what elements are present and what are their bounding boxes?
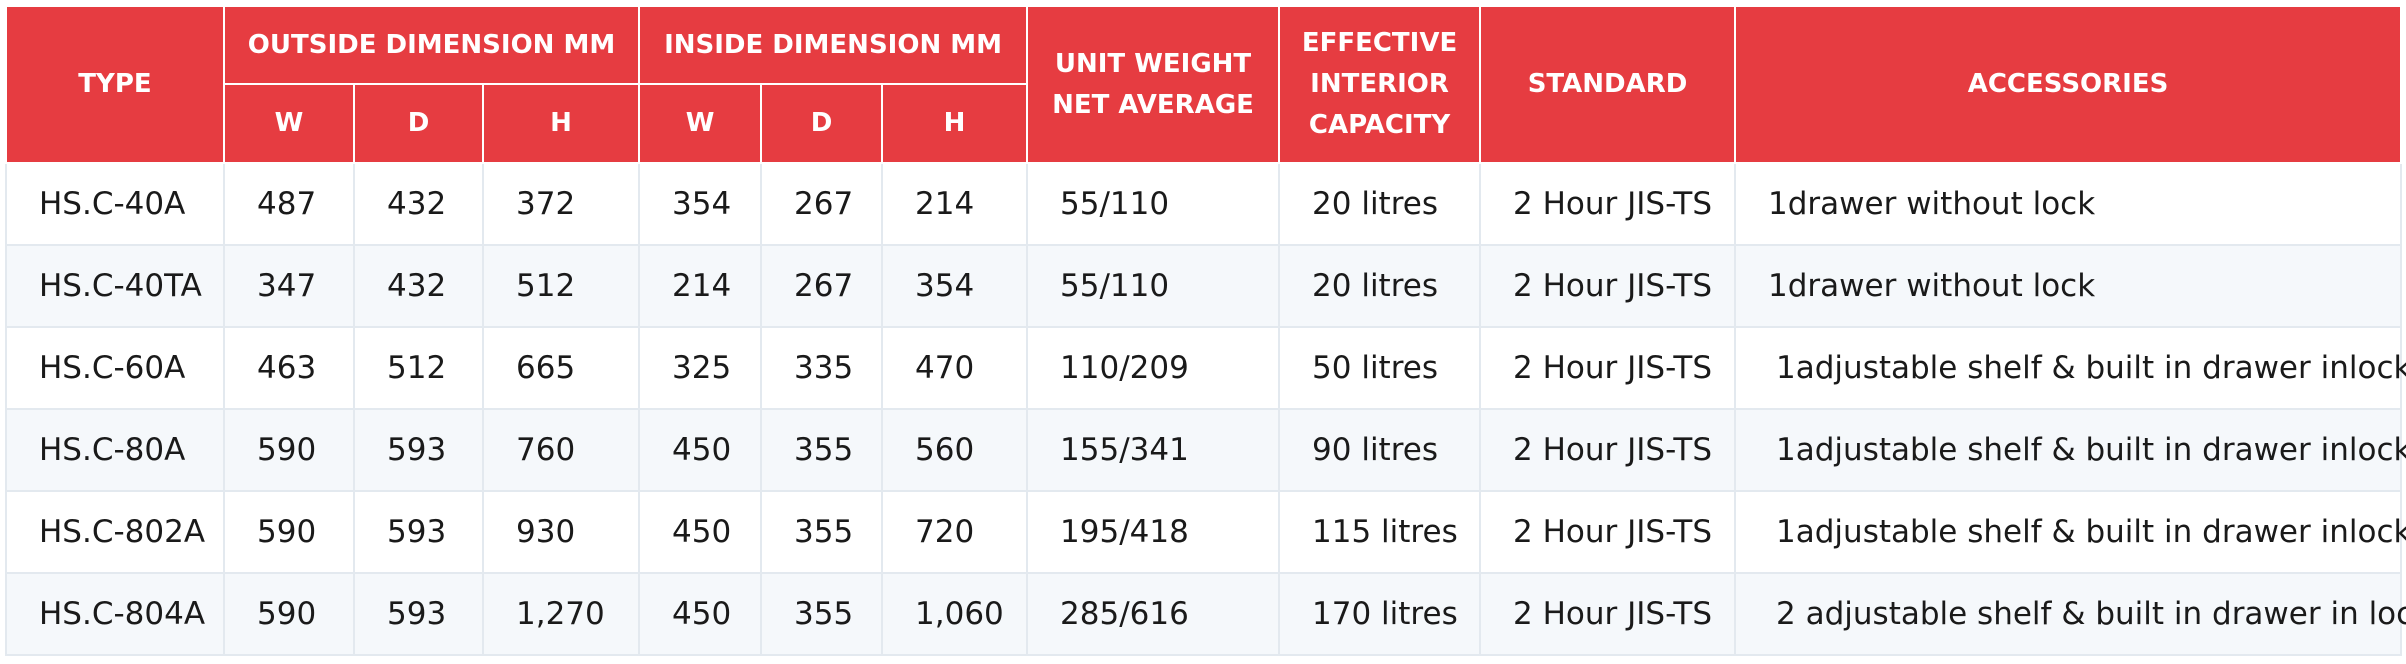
cell-type: HS.C-40A xyxy=(5,162,225,246)
cell-outside-w: 347 xyxy=(223,244,355,328)
cell-outside-w: 487 xyxy=(223,162,355,246)
cell-standard: 2 Hour JIS-TS xyxy=(1479,326,1737,410)
cell-type: HS.C-804A xyxy=(5,572,225,656)
cell-inside-w: 325 xyxy=(638,326,763,410)
header-type: TYPE xyxy=(5,5,225,164)
cell-inside-w: 450 xyxy=(638,572,763,656)
cell-standard: 2 Hour JIS-TS xyxy=(1479,244,1737,328)
cell-outside-h: 665 xyxy=(481,326,641,410)
cell-standard: 2 Hour JIS-TS xyxy=(1479,162,1737,246)
header-inside-w: W xyxy=(638,83,763,164)
cell-outside-d: 432 xyxy=(353,244,484,328)
cell-inside-h: 720 xyxy=(881,490,1029,574)
header-inside-dimension: INSIDE DIMENSION MM xyxy=(638,5,1029,85)
cell-accessories: 2 adjustable shelf & built in drawer in … xyxy=(1734,572,2406,656)
cell-accessories: 1adjustable shelf & built in drawer inlo… xyxy=(1734,408,2406,492)
table-row: HS.C-80A 590 593 760 450 355 560 155/341… xyxy=(5,408,2406,492)
cell-capacity: 170 litres xyxy=(1278,572,1482,656)
cell-accessories: 1adjustable shelf & built in drawer inlo… xyxy=(1734,490,2406,574)
table-row: HS.C-40TA 347 432 512 214 267 354 55/110… xyxy=(5,244,2403,328)
table-body: HS.C-40A 487 432 372 354 267 214 55/110 … xyxy=(5,162,2406,656)
cell-inside-d: 335 xyxy=(760,326,884,410)
header-outside-w: W xyxy=(223,83,355,164)
header-outside-h: H xyxy=(481,83,641,164)
cell-capacity: 90 litres xyxy=(1278,408,1482,492)
cell-type: HS.C-60A xyxy=(5,326,225,410)
cell-accessories: 1drawer without lock xyxy=(1734,162,2403,246)
table-row: HS.C-60A 463 512 665 325 335 470 110/209… xyxy=(5,326,2406,410)
cell-inside-d: 355 xyxy=(760,408,884,492)
cell-unit-weight: 285/616 xyxy=(1026,572,1281,656)
cell-inside-w: 214 xyxy=(638,244,763,328)
header-outside-dimension: OUTSIDE DIMENSION MM xyxy=(222,5,641,85)
cell-outside-h: 1,270 xyxy=(481,572,641,656)
cell-outside-d: 512 xyxy=(353,326,484,410)
cell-capacity: 115 litres xyxy=(1278,490,1482,574)
cell-inside-d: 355 xyxy=(760,490,884,574)
cell-outside-d: 593 xyxy=(353,490,484,574)
cell-outside-w: 590 xyxy=(223,408,355,492)
cell-inside-w: 354 xyxy=(638,162,763,246)
cell-accessories: 1drawer without lock xyxy=(1734,244,2403,328)
header-inside-h: H xyxy=(881,83,1029,164)
cell-unit-weight: 155/341 xyxy=(1026,408,1281,492)
cell-outside-d: 432 xyxy=(353,162,484,246)
cell-unit-weight: 55/110 xyxy=(1026,244,1281,328)
cell-capacity: 50 litres xyxy=(1278,326,1482,410)
cell-type: HS.C-40TA xyxy=(5,244,225,328)
table-row: HS.C-40A 487 432 372 354 267 214 55/110 … xyxy=(5,162,2403,246)
cell-accessories: 1adjustable shelf & built in drawer inlo… xyxy=(1734,326,2406,410)
cell-standard: 2 Hour JIS-TS xyxy=(1479,490,1737,574)
header-accessories: ACCESSORIES xyxy=(1734,5,2403,164)
cell-type: HS.C-802A xyxy=(5,490,225,574)
cell-outside-h: 760 xyxy=(481,408,641,492)
header-unit-weight-line2: NET AVERAGE xyxy=(1052,89,1254,120)
cell-inside-d: 267 xyxy=(760,244,884,328)
cell-outside-h: 930 xyxy=(481,490,641,574)
cell-inside-h: 470 xyxy=(881,326,1029,410)
header-row-sub: W D H W D H xyxy=(6,83,2401,164)
spec-table: TYPE OUTSIDE DIMENSION MM INSIDE DIMENSI… xyxy=(5,5,2406,656)
cell-outside-w: 590 xyxy=(223,572,355,656)
cell-outside-h: 372 xyxy=(481,162,641,246)
cell-outside-h: 512 xyxy=(481,244,641,328)
cell-standard: 2 Hour JIS-TS xyxy=(1479,572,1737,656)
spec-table-container: TYPE OUTSIDE DIMENSION MM INSIDE DIMENSI… xyxy=(5,5,2406,656)
cell-outside-w: 463 xyxy=(223,326,355,410)
header-unit-weight-line1: UNIT WEIGHT xyxy=(1054,48,1252,79)
cell-standard: 2 Hour JIS-TS xyxy=(1479,408,1737,492)
cell-inside-d: 267 xyxy=(760,162,884,246)
header-capacity-line3: CAPACITY xyxy=(1308,110,1451,140)
cell-inside-w: 450 xyxy=(638,490,763,574)
table-header: TYPE OUTSIDE DIMENSION MM INSIDE DIMENSI… xyxy=(5,5,2403,164)
cell-inside-h: 560 xyxy=(881,408,1029,492)
cell-unit-weight: 110/209 xyxy=(1026,326,1281,410)
cell-inside-w: 450 xyxy=(638,408,763,492)
cell-inside-h: 1,060 xyxy=(881,572,1029,656)
header-row-main: TYPE OUTSIDE DIMENSION MM INSIDE DIMENSI… xyxy=(5,5,2403,164)
cell-unit-weight: 55/110 xyxy=(1026,162,1281,246)
cell-outside-w: 590 xyxy=(223,490,355,574)
cell-inside-d: 355 xyxy=(760,572,884,656)
header-outside-d: D xyxy=(353,83,484,164)
header-capacity-line2: INTERIOR xyxy=(1310,69,1449,99)
cell-outside-d: 593 xyxy=(353,408,484,492)
cell-outside-d: 593 xyxy=(353,572,484,656)
header-standard: STANDARD xyxy=(1479,5,1737,164)
cell-inside-h: 354 xyxy=(881,244,1029,328)
header-inside-d: D xyxy=(760,83,884,164)
cell-type: HS.C-80A xyxy=(5,408,225,492)
table-row: HS.C-802A 590 593 930 450 355 720 195/41… xyxy=(5,490,2406,574)
cell-unit-weight: 195/418 xyxy=(1026,490,1281,574)
header-unit-weight: UNIT WEIGHT NET AVERAGE xyxy=(1026,5,1281,164)
table-row: HS.C-804A 590 593 1,270 450 355 1,060 28… xyxy=(5,572,2406,656)
cell-capacity: 20 litres xyxy=(1278,244,1482,328)
header-capacity-line1: EFFECTIVE xyxy=(1301,28,1458,58)
cell-capacity: 20 litres xyxy=(1278,162,1482,246)
cell-inside-h: 214 xyxy=(881,162,1029,246)
header-capacity: EFFECTIVE INTERIOR CAPACITY xyxy=(1278,5,1482,164)
